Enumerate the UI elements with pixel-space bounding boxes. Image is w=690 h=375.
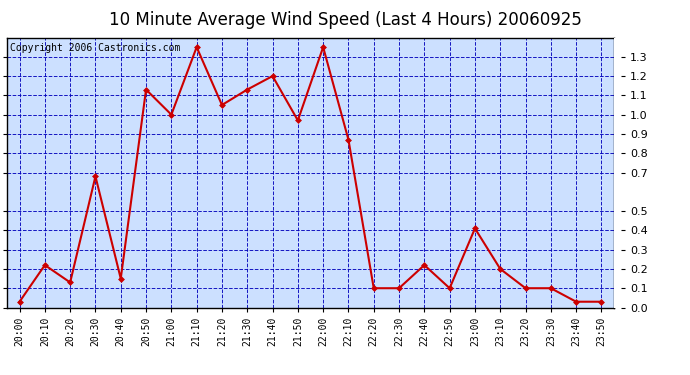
Text: Copyright 2006 Castronics.com: Copyright 2006 Castronics.com	[10, 43, 180, 53]
Text: 10 Minute Average Wind Speed (Last 4 Hours) 20060925: 10 Minute Average Wind Speed (Last 4 Hou…	[108, 11, 582, 29]
